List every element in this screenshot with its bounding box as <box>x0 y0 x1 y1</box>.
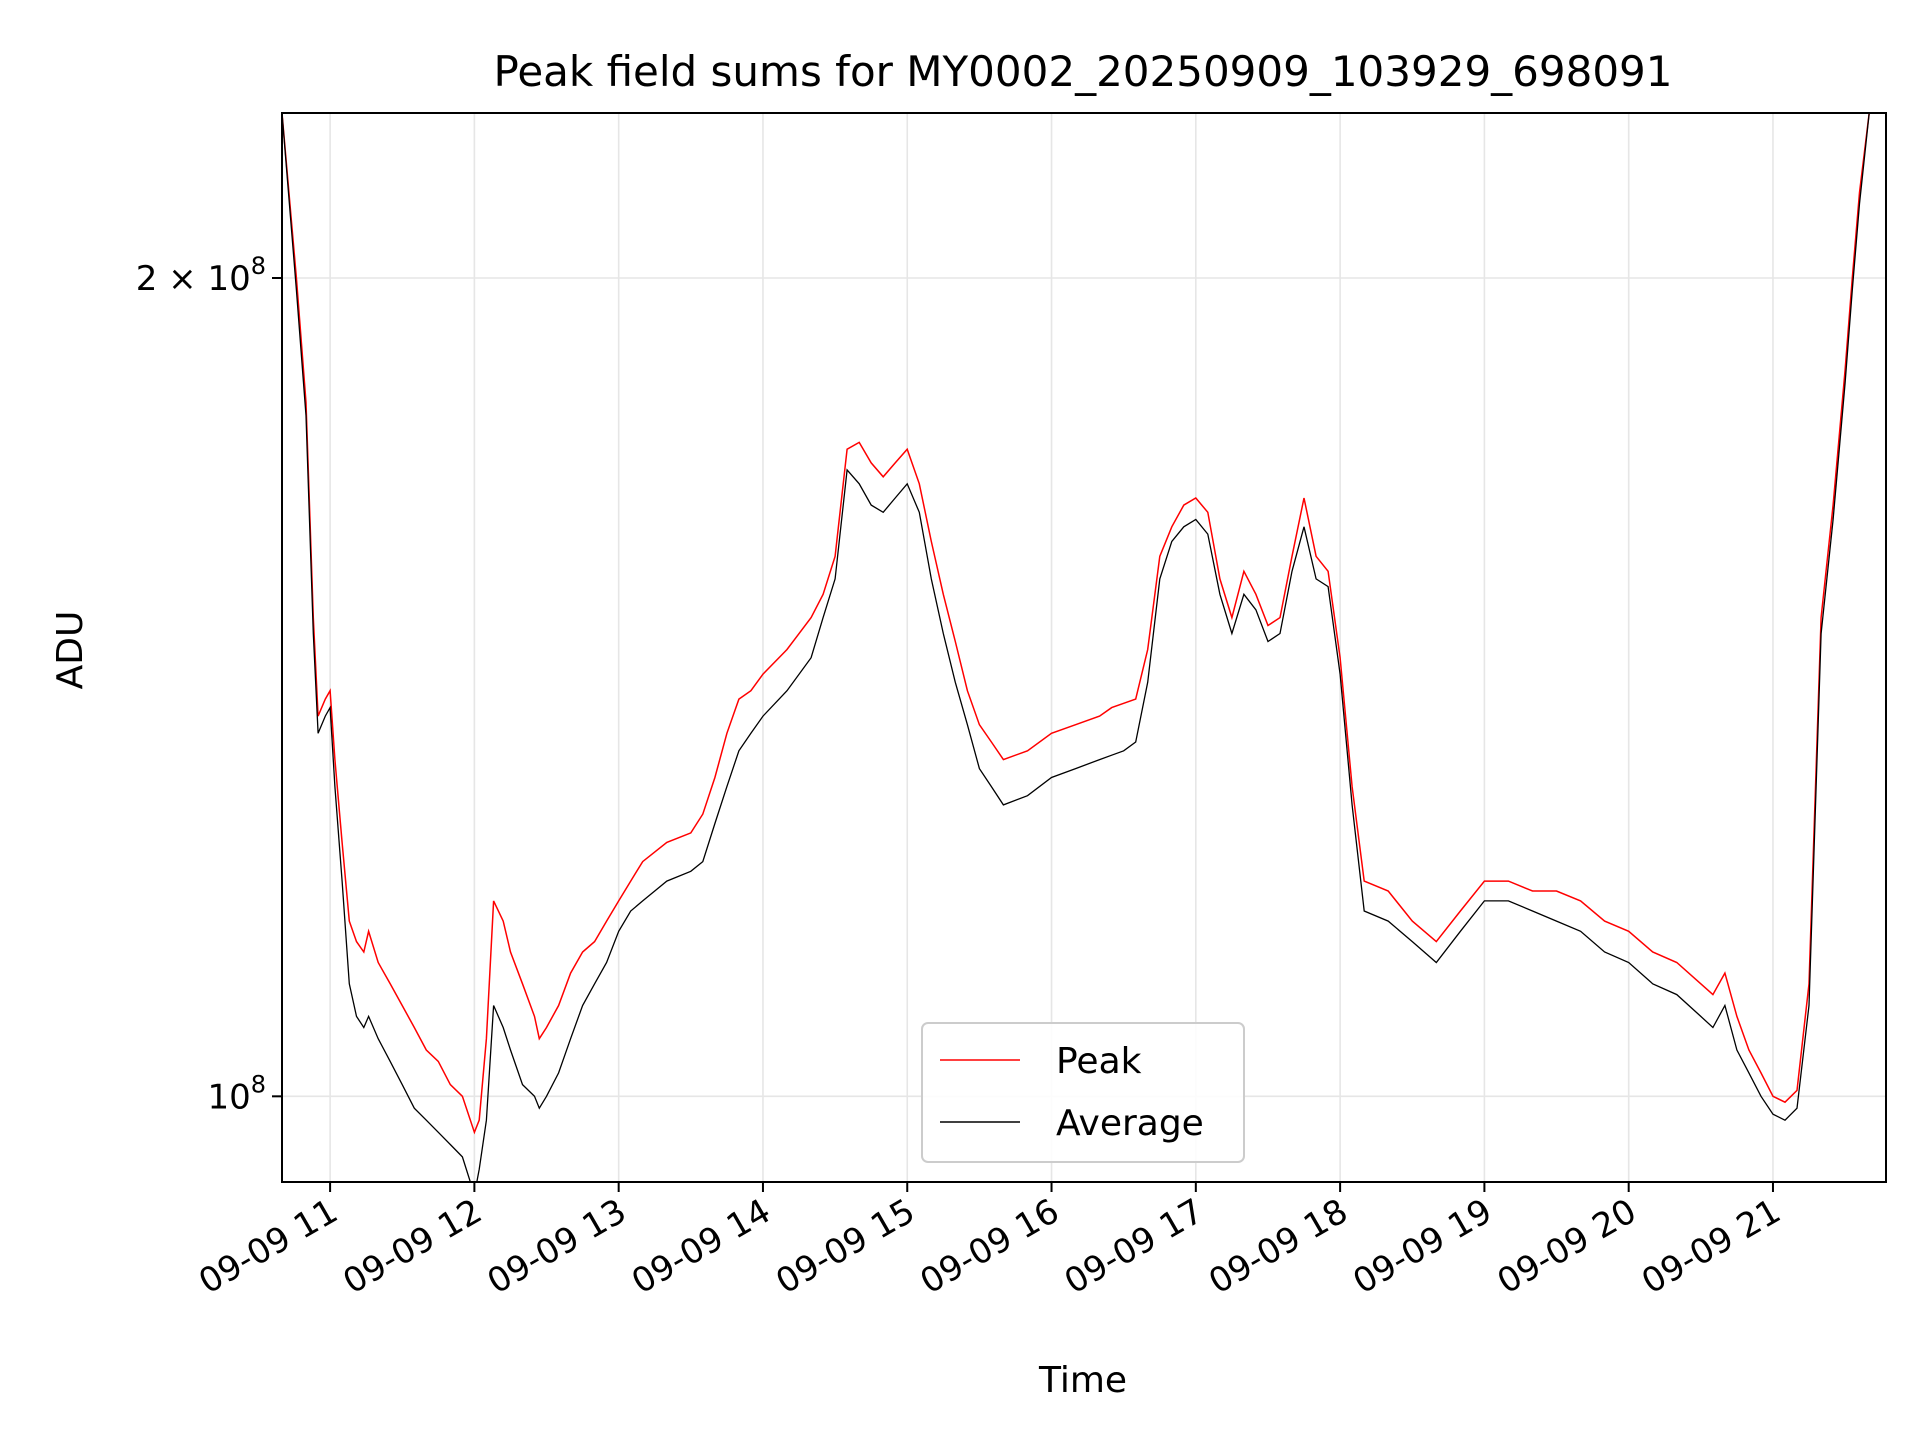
y-tick-base: 2 × 10 <box>136 259 251 299</box>
legend: Peak Average <box>921 1022 1245 1163</box>
series-line-average <box>282 113 1886 1182</box>
y-tick-label: 108 <box>207 1070 266 1117</box>
x-axis-label: Time <box>1038 1360 1127 1401</box>
y-tick-exponent: 8 <box>251 252 266 280</box>
y-tick-exponent: 8 <box>251 1070 266 1098</box>
legend-label-average: Average <box>1056 1103 1204 1144</box>
grid <box>282 113 1886 1182</box>
y-tick-label: 2 × 108 <box>136 252 266 299</box>
plot-frame <box>281 112 1887 1183</box>
plot-area <box>282 113 1886 1182</box>
series-line-peak <box>282 113 1886 1135</box>
y-tick-base: 10 <box>207 1077 250 1117</box>
chart-title: Peak field sums for MY0002_20250909_1039… <box>493 47 1672 96</box>
y-axis-label: ADU <box>50 611 91 690</box>
legend-label-peak: Peak <box>1056 1041 1142 1082</box>
legend-box <box>921 1022 1245 1163</box>
